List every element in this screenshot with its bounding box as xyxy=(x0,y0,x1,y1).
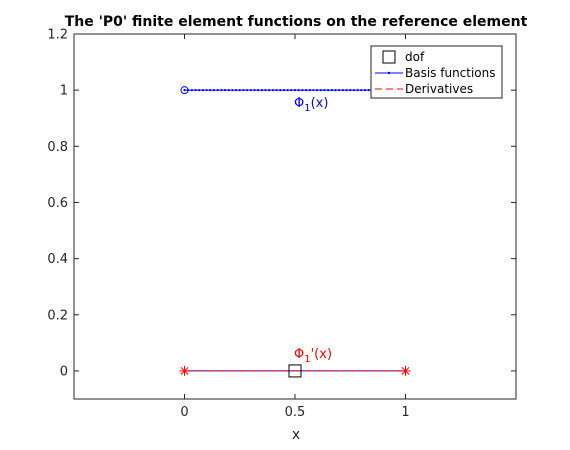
derivative-annotation: Φ1'(x) xyxy=(294,347,332,365)
x-axis-label: x xyxy=(292,427,300,443)
basis-function-point xyxy=(271,89,274,92)
asterisk-stroke xyxy=(180,366,189,375)
legend-dof-marker xyxy=(382,50,396,64)
basis-function-point xyxy=(363,89,367,92)
basis-function-point xyxy=(260,89,263,92)
basis-function-point xyxy=(205,89,208,92)
basis-function-point xyxy=(304,89,308,92)
basis-function-point xyxy=(334,89,337,92)
basis-function-point xyxy=(349,89,352,92)
basis-function-point xyxy=(231,89,234,92)
x-tick-label: 1 xyxy=(401,405,409,420)
basis-function-point xyxy=(198,89,201,92)
basis-function-point xyxy=(257,89,260,92)
basis-function-point xyxy=(293,89,297,92)
legend-label: Derivatives xyxy=(405,82,473,96)
basis-function-point xyxy=(360,89,363,92)
basis-function-point xyxy=(345,89,348,92)
basis-function-point xyxy=(238,89,241,92)
annotation-suffix: '(x) xyxy=(311,347,332,362)
asterisk-stroke xyxy=(401,366,410,375)
basis-function-point xyxy=(312,89,315,92)
basis-function-point xyxy=(290,89,293,92)
derivative-marker-end xyxy=(400,365,411,376)
basis-function-point xyxy=(308,89,311,92)
basis-function-point xyxy=(190,89,193,92)
basis-function-point xyxy=(319,89,322,92)
annotation-suffix: (x) xyxy=(311,96,329,111)
y-tick-label: 1.2 xyxy=(47,28,68,43)
y-tick-label: 0 xyxy=(60,364,68,379)
legend: dof Basis functions Derivatives xyxy=(370,45,503,99)
basis-function-point xyxy=(316,89,319,92)
basis-function-point xyxy=(356,89,359,92)
legend-basis-dot xyxy=(387,71,391,75)
basis-function-point xyxy=(268,89,271,92)
basis-function-point xyxy=(216,89,219,92)
basis-function-start-marker xyxy=(180,86,189,95)
basis-function-point xyxy=(209,89,212,92)
annotation-symbol: Φ xyxy=(294,96,304,111)
basis-function-start-dot xyxy=(183,89,186,92)
basis-function-point xyxy=(297,89,300,92)
basis-function-point xyxy=(253,89,256,92)
y-tick-label: 0.8 xyxy=(47,140,68,155)
basis-function-point xyxy=(264,89,267,92)
derivative-marker-start xyxy=(179,365,190,376)
annotation-subscript: 1 xyxy=(304,103,310,114)
y-tick-label: 0.4 xyxy=(47,252,68,267)
basis-function-point xyxy=(227,89,230,92)
basis-function-point xyxy=(352,89,356,92)
legend-label: dof xyxy=(405,50,425,64)
annotation-symbol: Φ xyxy=(294,347,304,362)
basis-function-point xyxy=(279,89,282,92)
y-tick-label: 0.6 xyxy=(47,196,68,211)
basis-function-point xyxy=(212,89,216,92)
ticks: 0 0.5 1 0 0.2 0.4 0.6 0.8 1 1.2 xyxy=(47,28,516,420)
y-tick-label: 1 xyxy=(60,84,68,99)
basis-function-point xyxy=(341,89,344,92)
basis-function-point xyxy=(275,89,278,92)
basis-function-point xyxy=(234,89,238,92)
basis-function-point xyxy=(301,89,304,92)
dof-marker xyxy=(288,364,302,378)
basis-function-point xyxy=(367,89,370,92)
basis-function-point xyxy=(286,89,289,92)
basis-function-point xyxy=(330,89,333,92)
basis-function-point xyxy=(249,89,252,92)
basis-function-point xyxy=(242,89,245,92)
basis-function-point xyxy=(338,89,341,92)
y-tick-label: 0.2 xyxy=(47,308,68,323)
annotation-subscript: 1 xyxy=(304,354,310,365)
x-tick-label: 0.5 xyxy=(285,405,306,420)
basis-function-point xyxy=(220,89,223,92)
basis-function-point xyxy=(327,89,330,92)
basis-function-point xyxy=(223,89,227,92)
chart-title: The 'P0' finite element functions on the… xyxy=(65,14,528,30)
x-tick-label: 0 xyxy=(180,405,188,420)
basis-function-point xyxy=(194,89,197,92)
legend-label: Basis functions xyxy=(405,66,496,80)
basis-function-point xyxy=(246,89,249,92)
basis-function-annotation: Φ1(x) xyxy=(294,96,328,114)
basis-function-point xyxy=(323,89,326,92)
basis-function-point xyxy=(282,89,286,92)
basis-function-point xyxy=(201,89,205,92)
